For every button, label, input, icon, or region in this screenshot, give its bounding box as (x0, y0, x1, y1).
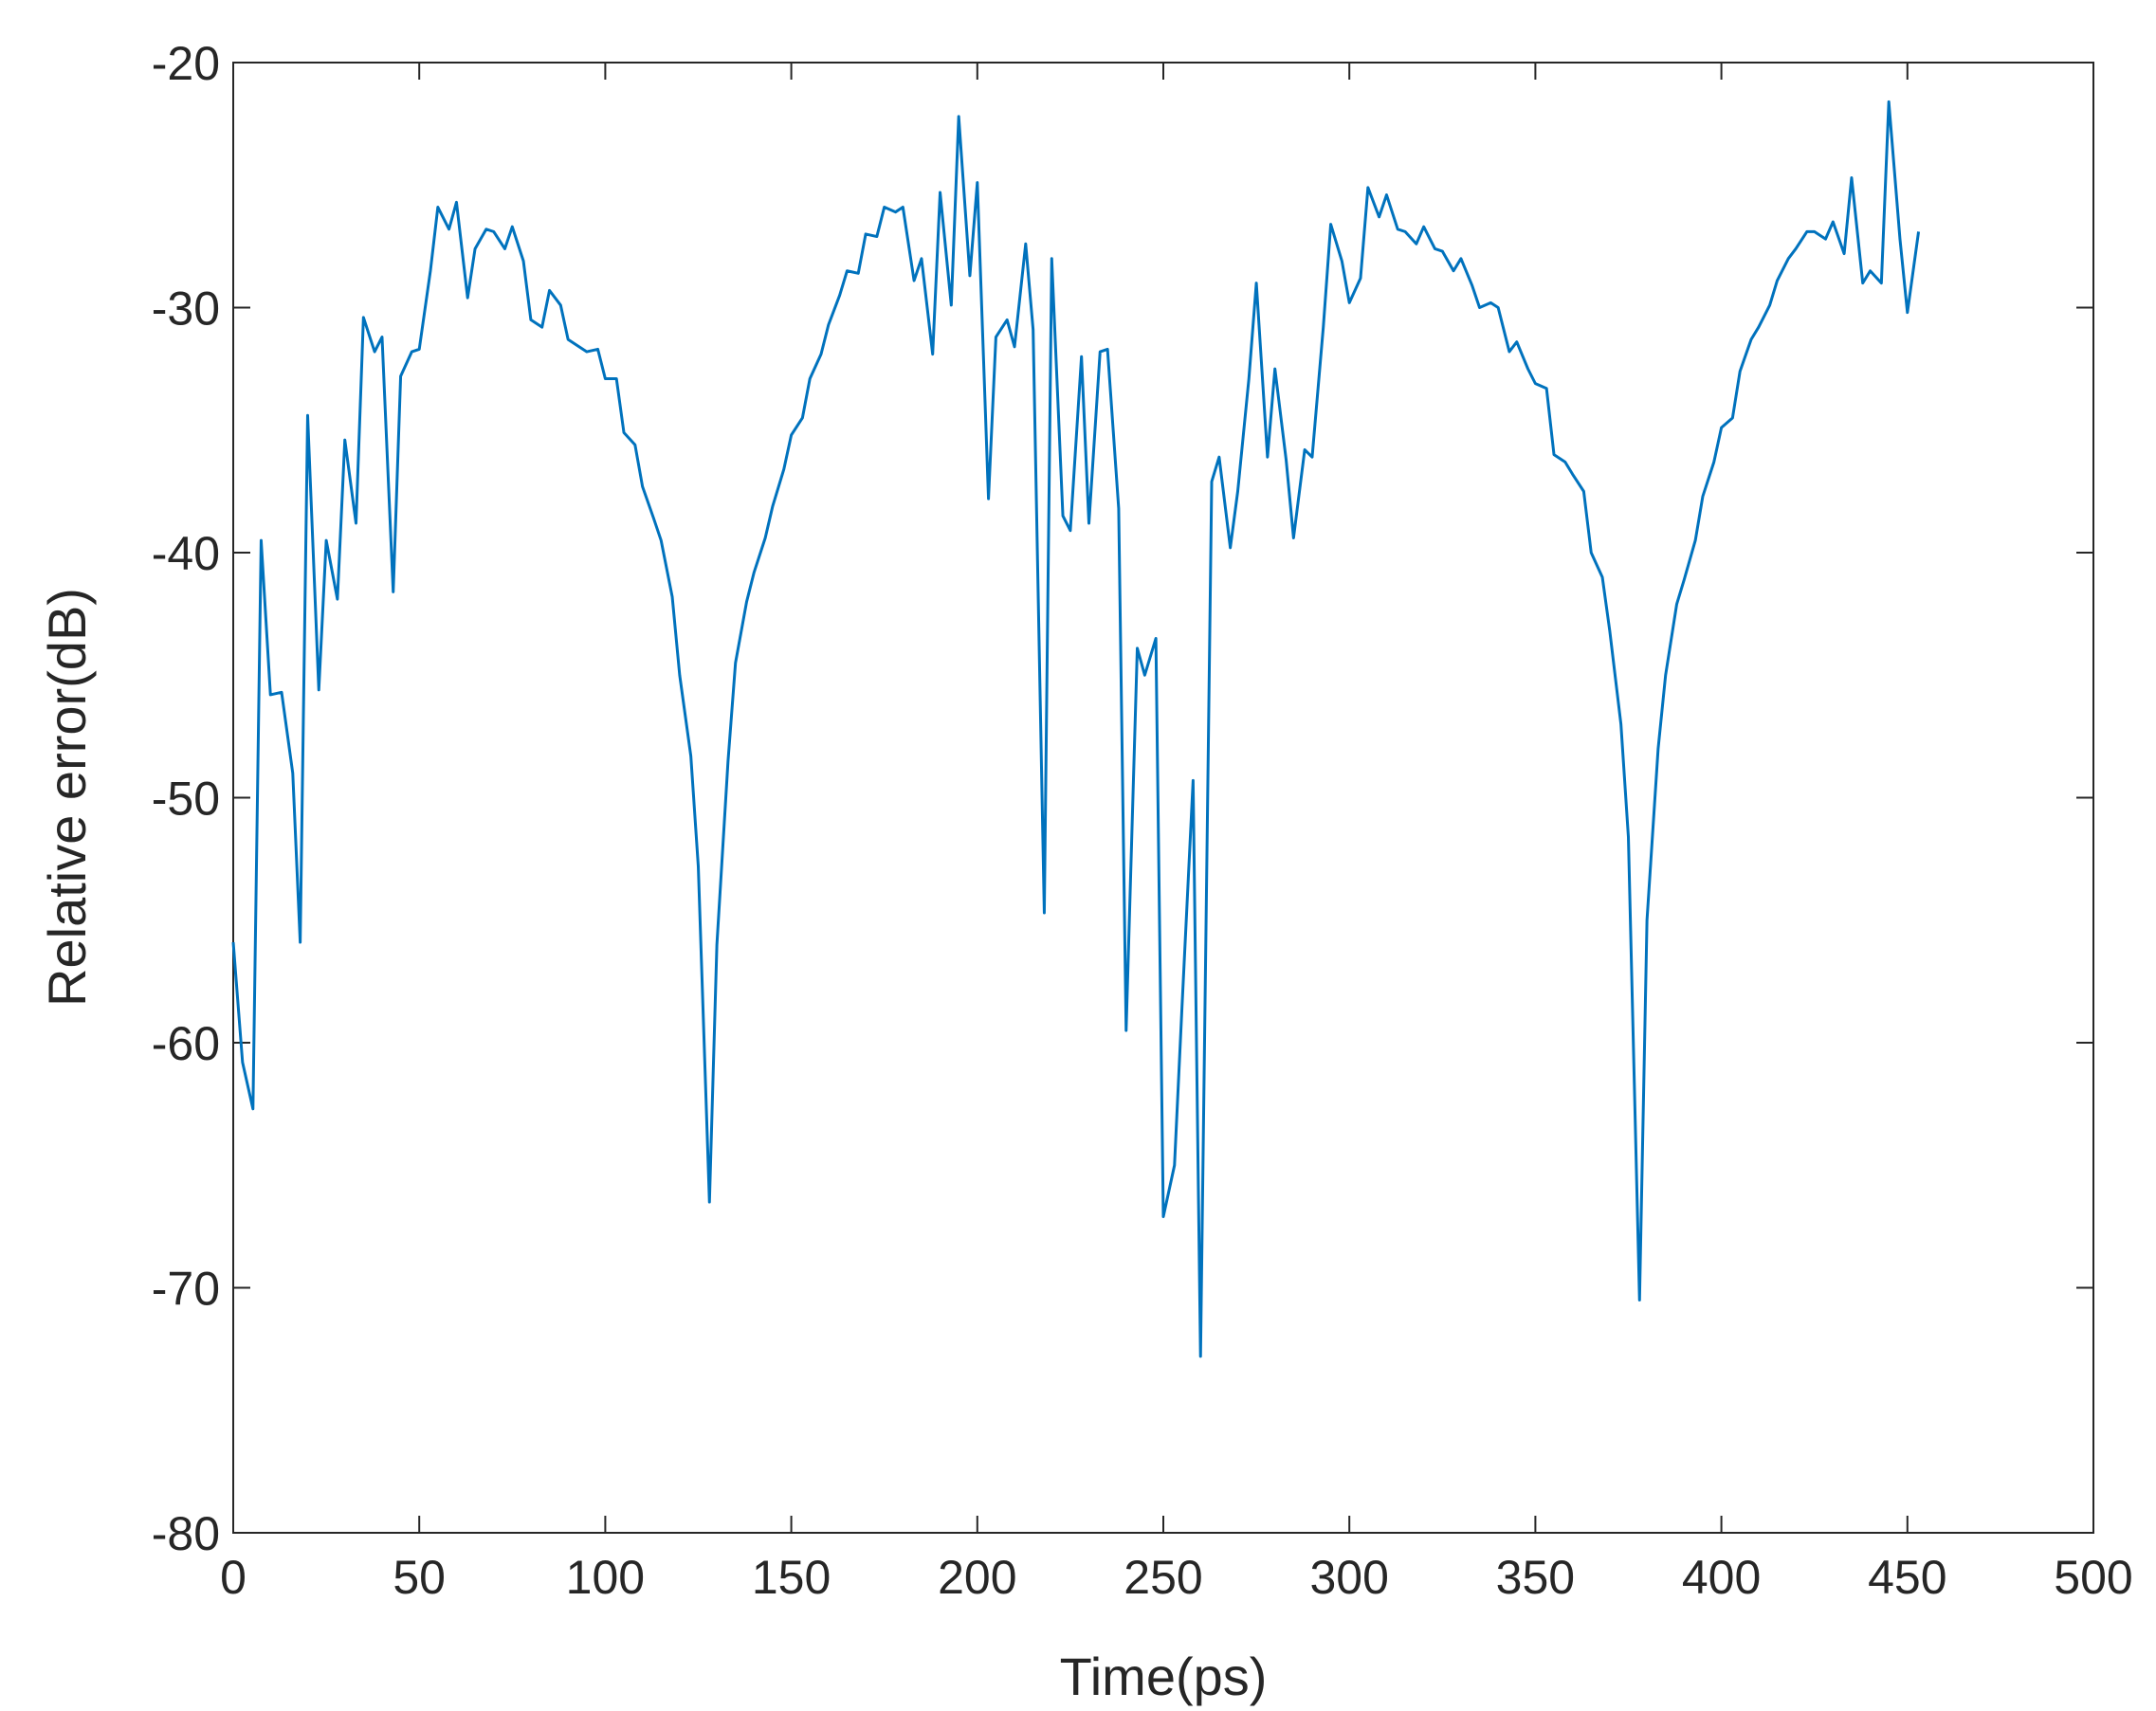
y-tick-label: -30 (152, 282, 220, 336)
y-tick-label: -20 (152, 37, 220, 90)
y-tick-label: -50 (152, 773, 220, 826)
x-axis-label: Time(ps) (1060, 1647, 1268, 1706)
x-tick-label: 300 (1309, 1551, 1388, 1604)
x-tick-label: 200 (938, 1551, 1016, 1604)
x-tick-label: 450 (1868, 1551, 1946, 1604)
y-tick-label: -70 (152, 1263, 220, 1316)
x-tick-label: 400 (1682, 1551, 1761, 1604)
x-tick-label: 250 (1124, 1551, 1202, 1604)
plot-area (232, 62, 2094, 1534)
y-tick-label: -40 (152, 527, 220, 580)
x-tick-label: 500 (2054, 1551, 2132, 1604)
x-tick-label: 0 (220, 1551, 247, 1604)
y-tick-label: -80 (152, 1507, 220, 1560)
data-line (231, 100, 1921, 1358)
x-tick-label: 150 (752, 1551, 831, 1604)
x-tick-label: 350 (1496, 1551, 1575, 1604)
y-tick-label: -60 (152, 1017, 220, 1070)
y-axis-label: Relative error(dB) (37, 588, 97, 1007)
x-tick-label: 100 (566, 1551, 645, 1604)
x-tick-label: 50 (393, 1551, 446, 1604)
